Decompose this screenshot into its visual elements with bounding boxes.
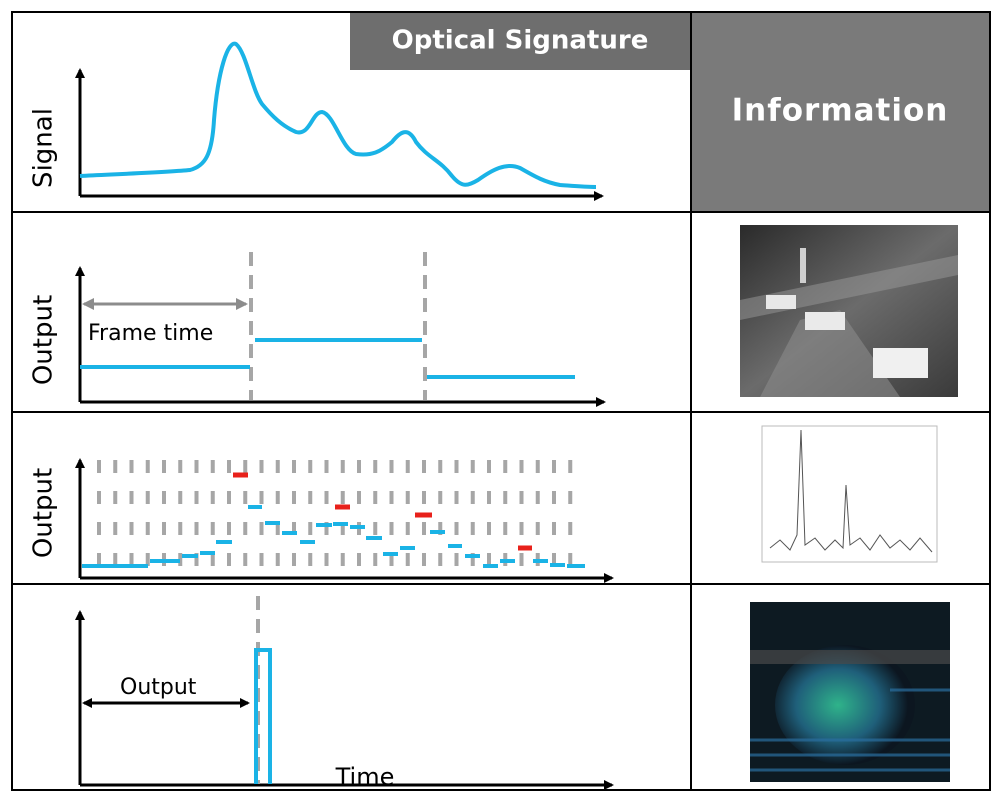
y-label: Output — [29, 295, 59, 385]
ir-image — [740, 225, 958, 397]
header-title: Optical Signature — [392, 26, 649, 56]
thermal-image — [750, 602, 950, 782]
info-title: Information — [732, 93, 949, 129]
annotation: Frame time — [88, 321, 213, 346]
diagram: Optical Signature Information Signal Fra… — [0, 0, 997, 792]
sampled-plot — [80, 460, 612, 578]
y-label: Output — [29, 468, 59, 558]
annotation: Output — [120, 675, 197, 700]
y-label: Signal — [29, 108, 59, 188]
spectrum-image — [748, 418, 945, 572]
x-label: Time — [335, 763, 395, 791]
